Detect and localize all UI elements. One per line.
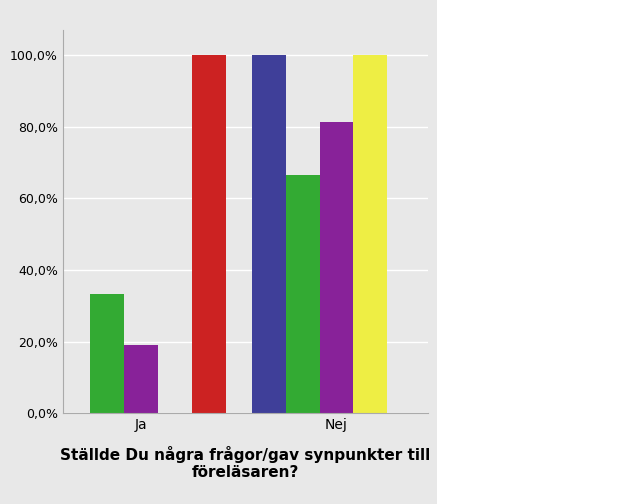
Bar: [192, 55, 226, 413]
X-axis label: Ställde Du några frågor/gav synpunkter till
föreläsaren?: Ställde Du några frågor/gav synpunkter t…: [60, 446, 430, 480]
Bar: [286, 174, 320, 413]
Bar: [124, 345, 158, 413]
Bar: [353, 55, 387, 413]
Bar: [91, 294, 124, 413]
Legend: Mina kompisar skulle gå, Jag hade hört talas om WTC innan och ville veta mer, Ja: Mina kompisar skulle gå, Jag hade hört t…: [438, 26, 629, 156]
Bar: [320, 122, 353, 413]
Bar: [252, 55, 286, 413]
